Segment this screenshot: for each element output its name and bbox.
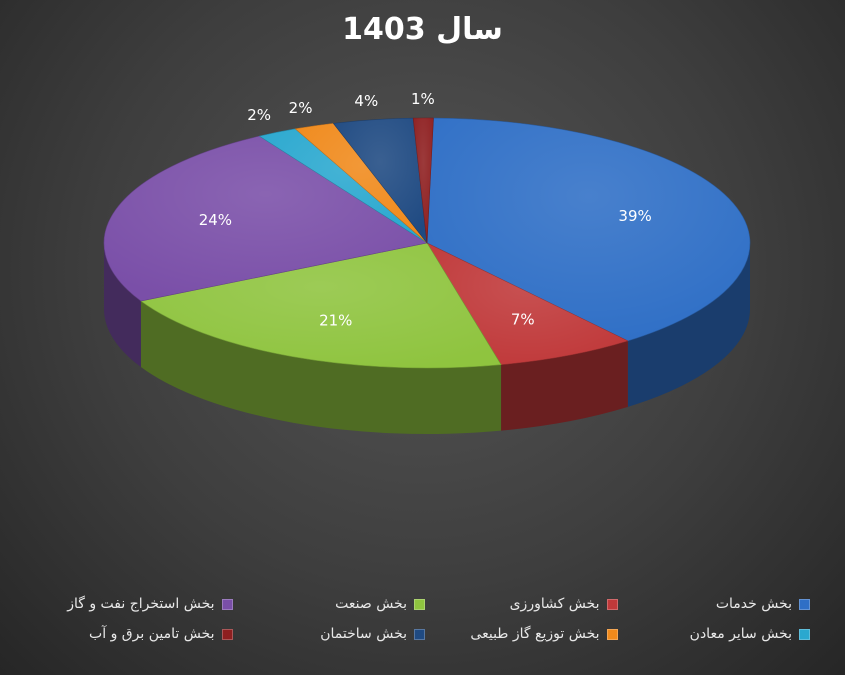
legend-swatch-2 [414,598,425,610]
pie-slice-shine-0 [427,118,750,341]
legend-item-0: بخش خدمات [618,596,810,612]
pie-side-3 [104,243,141,368]
legend-swatch-5 [606,628,618,640]
legend-label-1: بخش کشاورزی [509,596,600,612]
legend-label-0: بخش خدمات [715,596,792,612]
pie-side-0 [627,243,750,407]
pie-data-label-7: 1% [411,90,435,108]
pie-side-1 [501,340,628,431]
pie-slice-shine-2 [140,243,502,369]
pie-slice-shine-5 [295,123,427,243]
pie-data-label-6: 4% [354,92,378,110]
legend-label-6: بخش ساختمان [320,626,407,642]
legend-item-7: بخش تامین برق و آب [40,626,233,642]
pie-slice-shine-3 [103,136,427,302]
legend-swatch-0 [799,598,810,610]
legend-label-7: بخش تامین برق و آب [89,626,215,642]
pie-data-label-1: 7% [511,310,535,328]
pie-chart: 39% 7% 21% 24% 2% 2% 4% 1% [103,90,751,434]
legend-label-4: بخش سایر معادن [689,626,792,642]
pie-data-label-3: 24% [199,211,232,229]
legend-item-5: بخش توزیع گاز طبیعی [425,626,618,642]
legend-item-2: بخش صنعت [233,596,425,612]
pie-data-label-4: 2% [247,106,271,124]
legend-label-2: بخش صنعت [335,596,407,612]
pie-side-2 [140,301,502,434]
chart-title: سال 1403 [342,12,503,47]
legend-label-5: بخش توزیع گاز طبیعی [470,626,600,642]
legend-swatch-3 [221,598,233,610]
pie-data-label-5: 2% [289,99,313,117]
legend-item-1: بخش کشاورزی [425,596,618,612]
legend-swatch-6 [414,628,425,640]
pie-slice-shine-6 [333,118,427,243]
legend-item-3: بخش استخراج نفت و گاز [40,596,233,612]
legend-swatch-4 [799,628,810,640]
legend-label-3: بخش استخراج نفت و گاز [67,596,215,612]
pie-data-label-2: 21% [319,311,352,329]
pie-slice-shine-7 [413,118,434,243]
pie-slice-shine-1 [427,243,628,365]
legend-item-4: بخش سایر معادن [618,626,810,642]
legend-item-6: بخش ساختمان [233,626,425,642]
legend-swatch-1 [606,598,618,610]
legend-swatch-7 [221,628,233,640]
pie-data-label-0: 39% [618,207,651,225]
pie-slice-shine-4 [259,128,427,243]
chart-legend: بخش خدمات بخش کشاورزی بخش صنعت بخش استخراج … [40,596,810,642]
